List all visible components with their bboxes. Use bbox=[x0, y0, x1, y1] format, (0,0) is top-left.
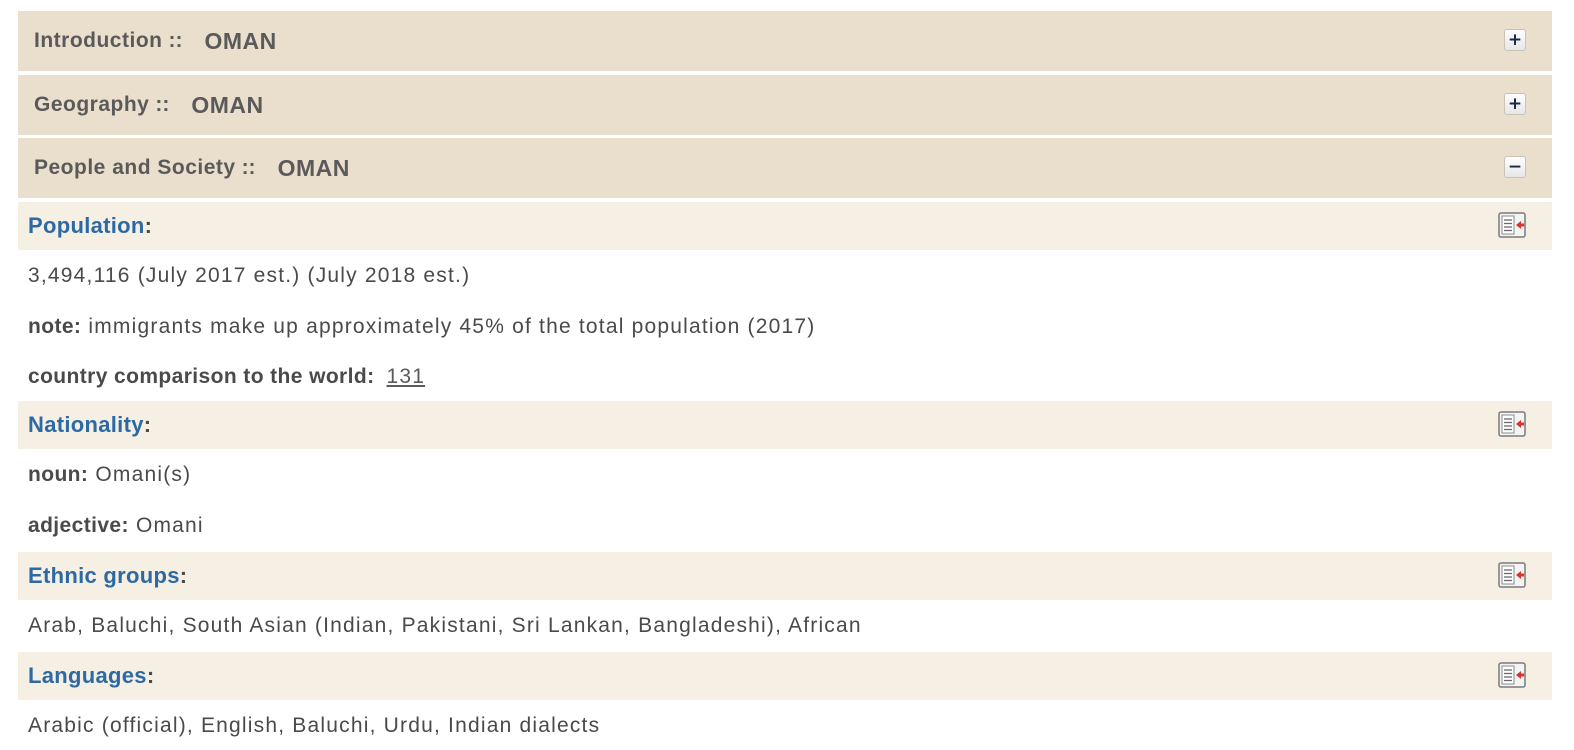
field-colon: : bbox=[144, 213, 152, 238]
ethnic-groups-value: Arab, Baluchi, South Asian (Indian, Paki… bbox=[28, 614, 862, 637]
languages-value: Arabic (official), English, Baluchi, Urd… bbox=[28, 714, 601, 737]
field-colon: : bbox=[146, 663, 155, 688]
expand-button[interactable]: + bbox=[1504, 93, 1526, 115]
section-country: OMAN bbox=[204, 27, 277, 54]
noun-label: noun: bbox=[28, 463, 89, 486]
adjective-value: Omani bbox=[135, 514, 204, 537]
field-title-languages[interactable]: Languages bbox=[28, 663, 147, 688]
field-title-nationality[interactable]: Nationality bbox=[28, 412, 144, 437]
plus-icon: + bbox=[1507, 93, 1523, 114]
nationality-adjective: adjective: Omani bbox=[28, 514, 204, 538]
population-comparison: country comparison to the world: 131 bbox=[28, 365, 425, 389]
population-value: 3,494,116 (July 2017 est.) (July 2018 es… bbox=[28, 264, 471, 287]
field-header-languages: Languages: bbox=[18, 652, 1552, 700]
section-label: People and Society bbox=[34, 156, 236, 179]
field-title-ethnic-groups[interactable]: Ethnic groups bbox=[28, 563, 180, 588]
section-country: OMAN bbox=[277, 154, 350, 181]
section-people-and-society[interactable]: People and Society :: OMAN − bbox=[18, 138, 1552, 198]
section-label: Introduction bbox=[34, 29, 163, 52]
section-separator: :: bbox=[155, 93, 170, 116]
field-listing-icon[interactable] bbox=[1498, 411, 1526, 437]
field-colon: : bbox=[143, 412, 152, 437]
section-label: Geography bbox=[34, 93, 150, 116]
section-geography[interactable]: Geography :: OMAN + bbox=[18, 75, 1552, 135]
comparison-label: country comparison to the world: bbox=[28, 365, 375, 388]
plus-icon: + bbox=[1507, 29, 1523, 50]
noun-value: Omani(s) bbox=[95, 463, 192, 486]
field-title-population[interactable]: Population bbox=[28, 213, 145, 238]
field-listing-icon[interactable] bbox=[1498, 662, 1526, 688]
section-separator: :: bbox=[168, 29, 183, 52]
section-country: OMAN bbox=[191, 91, 264, 118]
field-listing-icon[interactable] bbox=[1498, 212, 1526, 238]
minus-icon: − bbox=[1507, 156, 1523, 177]
field-header-ethnic-groups: Ethnic groups: bbox=[18, 552, 1552, 600]
section-introduction[interactable]: Introduction :: OMAN + bbox=[18, 11, 1552, 71]
note-label: note: bbox=[28, 315, 82, 338]
note-text: immigrants make up approximately 45% of … bbox=[88, 315, 816, 338]
population-note: note: immigrants make up approximately 4… bbox=[28, 315, 815, 339]
expand-button[interactable]: + bbox=[1504, 29, 1526, 51]
field-colon: : bbox=[179, 563, 188, 588]
field-header-population: Population: bbox=[18, 202, 1552, 250]
section-separator: :: bbox=[241, 156, 256, 179]
field-listing-icon[interactable] bbox=[1498, 562, 1526, 588]
adjective-label: adjective: bbox=[28, 514, 129, 537]
collapse-button[interactable]: − bbox=[1504, 156, 1526, 178]
nationality-noun: noun: Omani(s) bbox=[28, 463, 191, 487]
comparison-rank-link[interactable]: 131 bbox=[386, 365, 426, 388]
field-header-nationality: Nationality: bbox=[18, 401, 1552, 449]
